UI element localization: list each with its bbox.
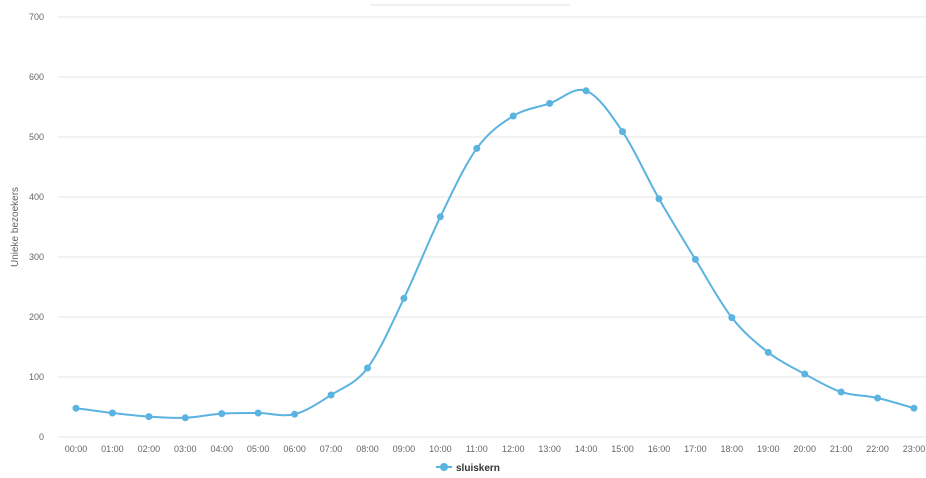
data-point-0700[interactable] xyxy=(328,392,335,399)
y-tick-label: 100 xyxy=(29,372,44,382)
x-tick-label: 06:00 xyxy=(283,444,306,454)
x-tick-label: 00:00 xyxy=(65,444,88,454)
data-point-1600[interactable] xyxy=(655,195,662,202)
x-tick-label: 18:00 xyxy=(721,444,744,454)
legend-dot-marker xyxy=(440,463,448,471)
x-axis-ticks: 00:00 01:00 02:00 03:00 04:00 05:00 06:00 07:00… xyxy=(65,444,926,454)
data-point-2100[interactable] xyxy=(838,389,845,396)
x-tick-label: 20:00 xyxy=(793,444,816,454)
x-tick-label: 21:00 xyxy=(830,444,853,454)
x-tick-label: 12:00 xyxy=(502,444,525,454)
x-tick-label: 13:00 xyxy=(538,444,561,454)
grid-lines xyxy=(58,17,926,437)
x-tick-label: 04:00 xyxy=(210,444,233,454)
data-point-1200[interactable] xyxy=(510,113,517,120)
x-tick-label: 14:00 xyxy=(575,444,598,454)
data-point-1500[interactable] xyxy=(619,128,626,135)
y-axis-title: Unieke bezoekers xyxy=(10,187,21,267)
data-point-0600[interactable] xyxy=(291,411,298,418)
x-tick-label: 10:00 xyxy=(429,444,452,454)
data-point-1400[interactable] xyxy=(583,87,590,94)
data-point-0800[interactable] xyxy=(364,365,371,372)
data-point-1000[interactable] xyxy=(437,213,444,220)
y-tick-label: 500 xyxy=(29,132,44,142)
data-point-1300[interactable] xyxy=(546,100,553,107)
x-tick-label: 11:00 xyxy=(466,444,488,454)
data-point-0300[interactable] xyxy=(182,414,189,421)
x-tick-label: 16:00 xyxy=(648,444,671,454)
data-point-2200[interactable] xyxy=(874,395,881,402)
y-tick-label: 300 xyxy=(29,252,44,262)
x-tick-label: 07:00 xyxy=(320,444,343,454)
data-point-1900[interactable] xyxy=(765,349,772,356)
x-tick-label: 03:00 xyxy=(174,444,197,454)
x-tick-label: 15:00 xyxy=(611,444,634,454)
data-point-0000[interactable] xyxy=(73,405,80,412)
data-point-0900[interactable] xyxy=(400,295,407,302)
data-point-0200[interactable] xyxy=(145,413,152,420)
y-axis-ticks: 0 100 200 300 400 500 600 700 xyxy=(29,12,44,442)
y-tick-label: 200 xyxy=(29,312,44,322)
data-point-0500[interactable] xyxy=(255,410,262,417)
data-point-1100[interactable] xyxy=(473,145,480,152)
x-tick-label: 19:00 xyxy=(757,444,780,454)
y-tick-label: 600 xyxy=(29,72,44,82)
x-tick-label: 01:00 xyxy=(101,444,124,454)
data-point-1800[interactable] xyxy=(728,314,735,321)
data-point-0400[interactable] xyxy=(218,410,225,417)
data-point-0100[interactable] xyxy=(109,410,116,417)
x-tick-label: 05:00 xyxy=(247,444,270,454)
legend-label-sluiskern: sluiskern xyxy=(456,463,500,473)
series-line-sluiskern xyxy=(76,90,914,418)
x-tick-label: 23:00 xyxy=(903,444,926,454)
x-tick-label: 17:00 xyxy=(684,444,707,454)
y-tick-label: 0 xyxy=(39,432,44,442)
y-tick-label: 700 xyxy=(29,12,44,22)
legend[interactable]: sluiskern xyxy=(436,463,500,473)
x-tick-label: 22:00 xyxy=(866,444,889,454)
data-point-2300[interactable] xyxy=(911,405,918,412)
data-point-2000[interactable] xyxy=(801,371,808,378)
x-tick-label: 02:00 xyxy=(138,444,161,454)
x-tick-label: 08:00 xyxy=(356,444,379,454)
data-point-1700[interactable] xyxy=(692,256,699,263)
y-tick-label: 400 xyxy=(29,192,44,202)
x-tick-label: 09:00 xyxy=(393,444,416,454)
